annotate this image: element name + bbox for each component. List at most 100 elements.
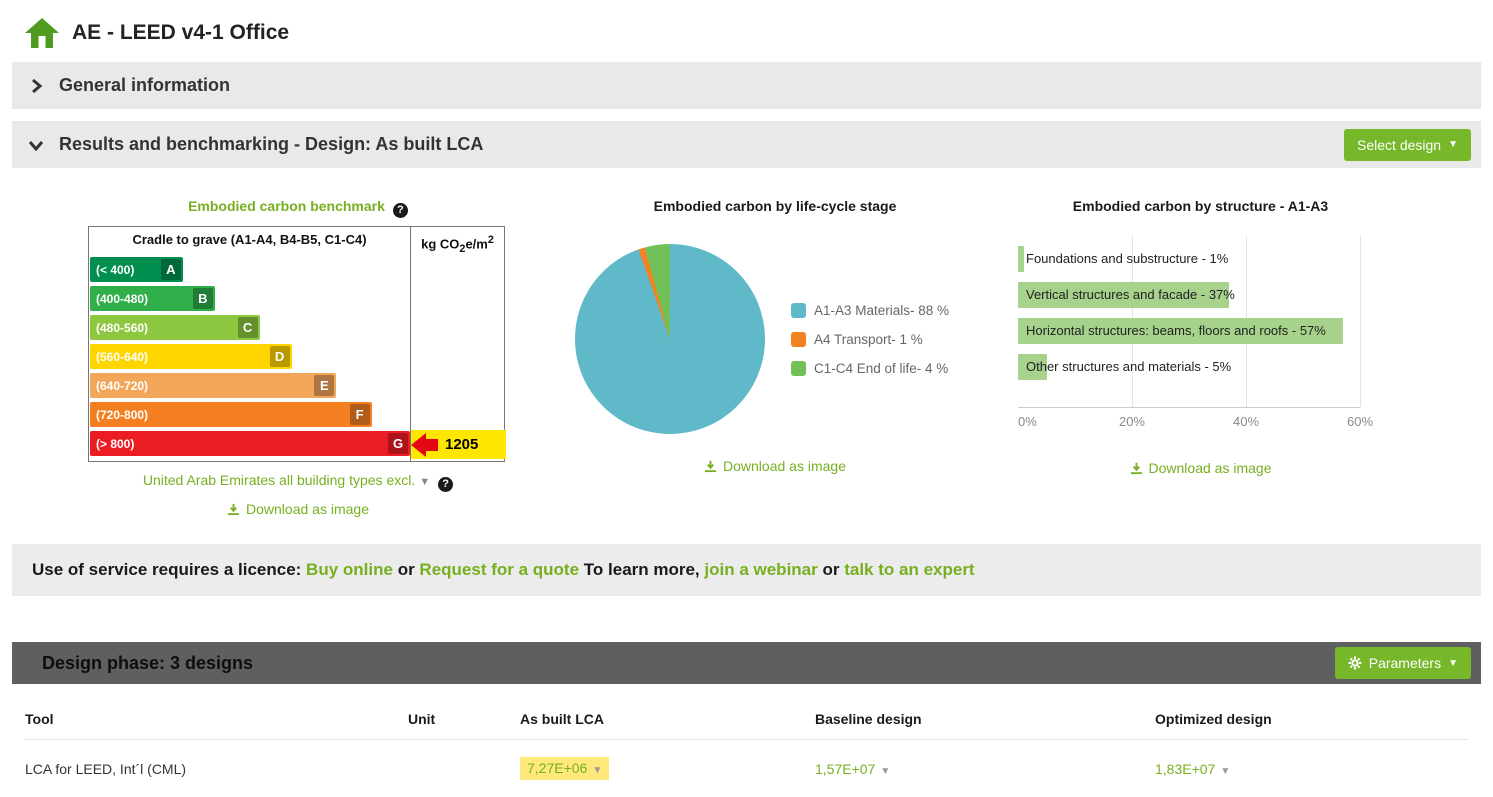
join-webinar-link[interactable]: join a webinar xyxy=(704,560,818,579)
legend-item: C1-C4 End of life- 4 % xyxy=(791,360,949,376)
buy-online-link[interactable]: Buy online xyxy=(306,560,393,579)
band-range: (640-720) xyxy=(96,378,149,393)
benchmark-band-row: (720-800) F xyxy=(89,398,410,427)
benchmark-band-row: (560-640) D xyxy=(89,340,410,369)
band-range: (> 800) xyxy=(96,436,135,451)
benchmark-table: Cradle to grave (A1-A4, B4-B5, C1-C4) (<… xyxy=(88,226,506,462)
design-phase-label: Design phase: 3 designs xyxy=(42,652,254,673)
structure-chart-title: Embodied carbon by structure - A1-A3 xyxy=(1072,198,1329,214)
band-letter: G xyxy=(388,433,408,454)
design-phase-header[interactable]: Design phase: 3 designs Parameters ▼ xyxy=(12,642,1481,684)
page-title: AE - LEED v4-1 Office xyxy=(72,20,290,44)
gear-icon xyxy=(1348,656,1362,670)
structure-bar-label: Vertical structures and facade - 37% xyxy=(1026,287,1235,302)
select-design-button[interactable]: Select design ▼ xyxy=(1344,128,1471,161)
lifecycle-chart-title: Embodied carbon by life-cycle stage xyxy=(653,198,897,214)
section-results-label: Results and benchmarking - Design: As bu… xyxy=(59,134,484,154)
benchmark-result-value: 1205 xyxy=(445,436,479,453)
download-as-image-link[interactable]: Download as image xyxy=(1130,460,1271,476)
structure-bar-label: Foundations and substructure - 1% xyxy=(1026,251,1229,266)
structure-bar-row: Vertical structures and facade - 37% xyxy=(1018,282,1360,308)
benchmark-chart: Embodied carbon benchmark? Cradle to gra… xyxy=(88,198,508,521)
band-letter: F xyxy=(349,404,370,425)
chevron-down-icon: ▼ xyxy=(1220,765,1231,777)
download-icon xyxy=(704,460,717,472)
parameters-button[interactable]: Parameters ▼ xyxy=(1334,647,1471,679)
chevron-down-icon: ▼ xyxy=(419,476,431,488)
parameters-label: Parameters xyxy=(1368,655,1442,671)
lifecycle-legend: A1-A3 Materials- 88 % A4 Transport- 1 % … xyxy=(791,302,950,376)
band-range: (720-800) xyxy=(96,407,149,422)
legend-item: A1-A3 Materials- 88 % xyxy=(791,302,950,318)
structure-bar-label: Other structures and materials - 5% xyxy=(1026,359,1232,374)
structure-bar xyxy=(1018,354,1047,380)
home-icon[interactable] xyxy=(24,17,60,49)
axis-tick: 20% xyxy=(1118,414,1145,429)
section-general-information[interactable]: General information xyxy=(12,62,1481,109)
structure-bar xyxy=(1018,282,1229,308)
benchmark-scope-header: Cradle to grave (A1-A4, B4-B5, C1-C4) xyxy=(132,232,367,247)
baseline-value-link[interactable]: 1,57E+07 ▼ xyxy=(815,760,891,777)
structure-x-axis: 0% 20% 40% 60% xyxy=(1018,412,1373,434)
chevron-down-icon: ▼ xyxy=(880,765,891,777)
arrow-left-icon xyxy=(411,432,426,457)
structure-bar-label: Horizontal structures: beams, floors and… xyxy=(1026,323,1326,338)
band-letter: D xyxy=(269,346,290,367)
benchmark-band-row: (400-480) B xyxy=(89,282,410,311)
band-letter: B xyxy=(192,288,213,309)
structure-bar-row: Other structures and materials - 5% xyxy=(1018,354,1360,380)
legend-color-chip xyxy=(791,360,806,376)
column-header-unit: Unit xyxy=(408,711,436,727)
legend-color-chip xyxy=(791,331,806,347)
chevron-down-icon: ▼ xyxy=(1448,139,1458,150)
band-range: (480-560) xyxy=(96,320,149,335)
benchmark-result-marker: 1205 xyxy=(411,430,506,459)
table-row: LCA for LEED, Int´l (CML) 7,27E+06 ▼ 1,57… xyxy=(25,740,1468,797)
legend-label: A4 Transport- 1 % xyxy=(814,331,923,347)
section-general-label: General information xyxy=(59,75,231,95)
structure-plot: Foundations and substructure - 1% Vertic… xyxy=(1018,236,1361,408)
legend-label: A1-A3 Materials- 88 % xyxy=(814,302,950,318)
app-header: AE - LEED v4-1 Office xyxy=(0,0,1493,62)
axis-tick: 60% xyxy=(1346,414,1374,429)
legend-item: A4 Transport- 1 % xyxy=(791,331,949,347)
column-header-baseline: Baseline design xyxy=(815,711,922,727)
download-as-image-link[interactable]: Download as image xyxy=(704,458,846,474)
licence-notice: Use of service requires a licence: Buy o… xyxy=(12,544,1481,596)
download-icon xyxy=(227,503,240,515)
optimized-value-link[interactable]: 1,83E+07 ▼ xyxy=(1155,760,1231,777)
benchmark-band-row: (640-720) E xyxy=(89,369,410,398)
column-header-tool: Tool xyxy=(25,711,54,727)
benchmark-unit-header: kg CO2e/m2 xyxy=(421,234,494,255)
tool-name: LCA for LEED, Int´l (CML) xyxy=(25,760,187,777)
benchmark-band-row: (> 800) G xyxy=(89,427,410,456)
structure-bar-row: Horizontal structures: beams, floors and… xyxy=(1018,318,1360,344)
benchmark-band-row: (480-560) C xyxy=(89,311,410,340)
benchmark-title: Embodied carbon benchmark xyxy=(188,198,385,214)
band-letter: A xyxy=(160,259,181,280)
section-results[interactable]: Results and benchmarking - Design: As bu… xyxy=(12,121,1481,168)
structure-bar xyxy=(1018,318,1343,344)
band-range: (400-480) xyxy=(96,291,149,306)
legend-color-chip xyxy=(791,302,806,318)
axis-tick: 0% xyxy=(1018,414,1037,429)
structure-bar-row: Foundations and substructure - 1% xyxy=(1018,246,1360,272)
band-range: (< 400) xyxy=(96,262,135,277)
benchmark-region-selector[interactable]: United Arab Emirates all building types … xyxy=(142,472,416,488)
download-icon xyxy=(1130,462,1142,474)
column-header-as-built: As built LCA xyxy=(520,711,604,727)
talk-expert-link[interactable]: talk to an expert xyxy=(844,560,975,579)
download-as-image-link[interactable]: Download as image xyxy=(227,501,369,517)
help-icon[interactable]: ? xyxy=(438,477,454,492)
legend-label: C1-C4 End of life- 4 % xyxy=(814,360,949,376)
benchmark-band-row: (< 400) A xyxy=(89,253,410,282)
chevron-down-icon xyxy=(28,140,44,151)
lifecycle-pie xyxy=(575,244,765,434)
as-built-value-link[interactable]: 7,27E+06 ▼ xyxy=(527,760,603,776)
structure-bar xyxy=(1018,246,1024,272)
request-quote-link[interactable]: Request for a quote xyxy=(419,560,580,579)
chevron-down-icon: ▼ xyxy=(1448,657,1458,669)
chevron-right-icon xyxy=(32,78,43,93)
chevron-down-icon: ▼ xyxy=(592,765,603,776)
help-icon[interactable]: ? xyxy=(392,203,408,218)
